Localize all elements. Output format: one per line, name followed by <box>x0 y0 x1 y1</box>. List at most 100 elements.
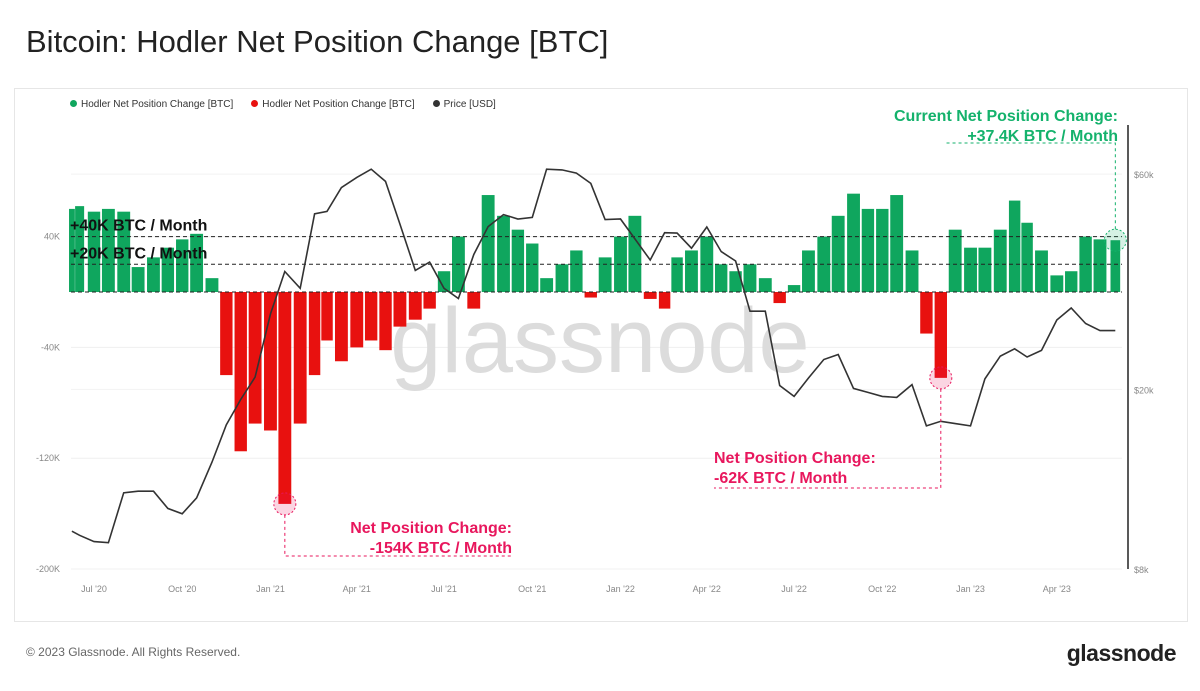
annotation-title: Current Net Position Change: <box>894 108 1118 125</box>
positive-bar <box>205 278 219 292</box>
positive-bar <box>1065 271 1078 292</box>
green-dot-icon <box>70 100 77 107</box>
positive-bar <box>787 285 801 292</box>
positive-bar <box>978 247 992 292</box>
positive-bar <box>75 206 85 292</box>
negative-bar <box>658 292 671 309</box>
positive-bar <box>555 264 569 292</box>
positive-bar <box>802 250 815 292</box>
positive-bar <box>131 267 145 292</box>
reference-line-label: +20K BTC / Month <box>70 245 207 262</box>
positive-bar <box>948 229 962 292</box>
red-dot-icon <box>251 100 259 107</box>
chart-card <box>14 88 1188 622</box>
negative-bar <box>334 292 348 362</box>
positive-bar <box>190 233 204 292</box>
annotation-marker <box>1103 228 1127 252</box>
positive-bar <box>1110 240 1121 292</box>
y-left-tick-label: -200K <box>36 564 60 574</box>
positive-bar <box>1093 239 1107 292</box>
x-tick-label: Jul '22 <box>781 584 807 594</box>
x-tick-label: Jan '22 <box>606 584 635 594</box>
positive-bar <box>481 195 495 292</box>
positive-bar <box>176 239 189 292</box>
negative-bar <box>248 292 262 424</box>
positive-bar <box>1008 200 1021 292</box>
positive-bar <box>87 211 101 292</box>
positive-bar <box>685 250 698 292</box>
negative-bar <box>350 292 364 348</box>
positive-bar <box>876 208 889 292</box>
x-tick-label: Jan '21 <box>256 584 285 594</box>
x-tick-label: Oct '20 <box>168 584 196 594</box>
legend-label: Hodler Net Position Change [BTC] <box>262 99 415 110</box>
legend-item-price[interactable]: Price [USD] <box>432 99 496 110</box>
positive-bar <box>861 208 875 292</box>
page-title: Bitcoin: Hodler Net Position Change [BTC… <box>26 24 609 59</box>
positive-bar <box>964 247 977 292</box>
negative-bar <box>643 292 657 299</box>
x-tick-label: Oct '22 <box>868 584 896 594</box>
positive-bar <box>161 247 175 292</box>
negative-bar <box>321 292 333 341</box>
negative-bar <box>467 292 481 309</box>
negative-bar <box>293 292 307 424</box>
negative-bar <box>364 292 378 341</box>
reference-line-label: +40K BTC / Month <box>70 218 207 235</box>
legend-label: Price [USD] <box>443 99 496 110</box>
positive-bar <box>1050 275 1064 292</box>
positive-bar <box>540 278 554 292</box>
negative-bar <box>773 292 786 304</box>
legend-label: Hodler Net Position Change [BTC] <box>81 99 234 110</box>
y-right-tick-label: $20k <box>1134 385 1154 395</box>
positive-bar <box>147 257 160 292</box>
positive-bar <box>598 257 612 292</box>
x-tick-label: Jul '21 <box>431 584 457 594</box>
y-right-tick-label: $60k <box>1134 170 1154 180</box>
annotation-title: Net Position Change: <box>714 450 876 467</box>
annotation-value: +37.4K BTC / Month <box>967 128 1118 145</box>
negative-bar <box>278 292 292 504</box>
x-tick-label: Oct '21 <box>518 584 546 594</box>
x-tick-label: Apr '23 <box>1043 584 1071 594</box>
negative-bar <box>234 292 247 452</box>
negative-bar <box>308 292 321 376</box>
x-tick-label: Jul '20 <box>81 584 107 594</box>
positive-bar <box>628 215 642 292</box>
negative-bar <box>220 292 233 376</box>
annotation-title: Net Position Change: <box>350 520 512 537</box>
legend: Hodler Net Position Change [BTC] Hodler … <box>70 99 496 110</box>
negative-bar <box>934 292 947 378</box>
y-left-tick-label: 40K <box>44 232 60 242</box>
annotation-marker <box>273 492 297 516</box>
x-tick-label: Apr '21 <box>343 584 371 594</box>
positive-bar <box>847 193 860 292</box>
positive-bar <box>831 215 845 292</box>
positive-bar <box>905 250 919 292</box>
legend-item-negative[interactable]: Hodler Net Position Change [BTC] <box>251 99 415 110</box>
negative-bar <box>584 292 597 298</box>
x-tick-label: Apr '22 <box>693 584 721 594</box>
glassnode-logo[interactable]: glassnode <box>1066 640 1177 666</box>
annotation-marker <box>929 366 953 390</box>
positive-bar <box>890 195 904 292</box>
negative-bar <box>920 292 933 334</box>
y-left-tick-label: -120K <box>36 453 60 463</box>
positive-bar <box>497 215 510 292</box>
legend-item-positive[interactable]: Hodler Net Position Change [BTC] <box>70 99 233 110</box>
positive-bar <box>700 236 714 292</box>
negative-bar <box>408 292 422 320</box>
annotation-leader-line <box>945 142 1116 230</box>
positive-bar <box>1021 222 1033 292</box>
positive-bar <box>758 278 772 292</box>
positive-bar <box>1035 250 1048 292</box>
copyright: © 2023 Glassnode. All Rights Reserved. <box>26 645 241 659</box>
positive-bar <box>671 257 683 292</box>
black-dot-icon <box>432 100 440 107</box>
y-right-tick-label: $8k <box>1134 565 1149 575</box>
x-tick-label: Jan '23 <box>956 584 985 594</box>
annotation-value: -62K BTC / Month <box>714 470 847 487</box>
positive-bar <box>743 264 757 292</box>
positive-bar <box>437 271 451 292</box>
